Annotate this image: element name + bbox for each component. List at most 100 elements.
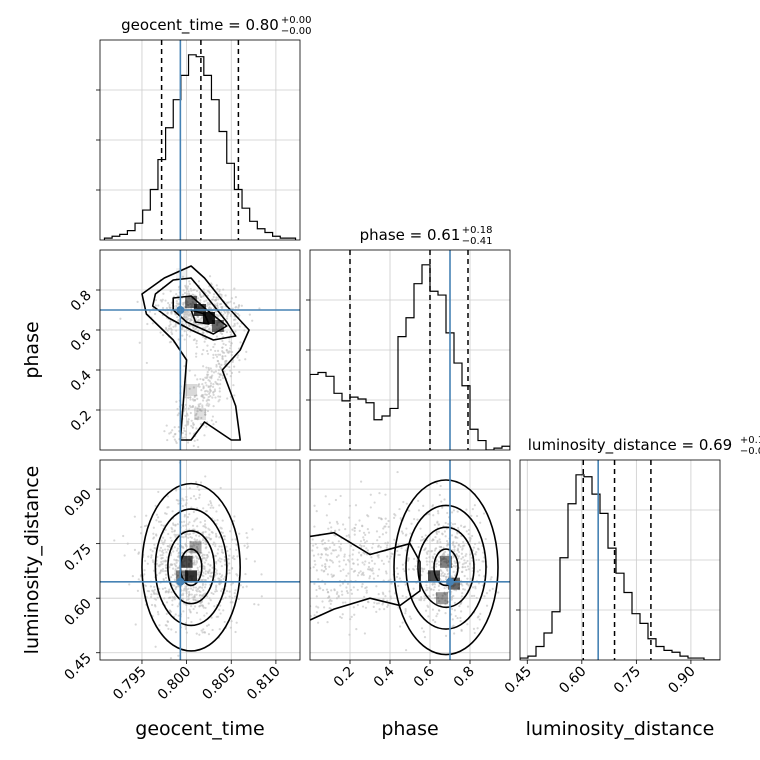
scatter-point	[386, 541, 389, 544]
scatter-point	[376, 539, 379, 542]
scatter-point	[181, 275, 185, 278]
scatter-point	[248, 313, 251, 316]
scatter-point	[195, 352, 198, 355]
scatter-point	[221, 355, 224, 358]
scatter-point	[188, 597, 191, 600]
scatter-point	[189, 330, 192, 333]
scatter-point	[260, 595, 263, 598]
scatter-point	[218, 545, 221, 548]
scatter-point	[205, 389, 208, 392]
scatter-point	[473, 542, 477, 546]
scatter-point	[157, 613, 160, 616]
scatter-point	[459, 616, 462, 619]
scatter-point	[238, 325, 241, 328]
scatter-point	[233, 324, 236, 327]
scatter-point	[400, 547, 403, 550]
scatter-point	[229, 374, 232, 378]
scatter-point	[422, 504, 425, 507]
scatter-point	[152, 526, 155, 529]
scatter-point	[345, 586, 348, 589]
scatter-point	[469, 553, 472, 556]
scatter-point	[175, 498, 178, 502]
scatter-point	[234, 306, 237, 309]
scatter-point	[438, 538, 441, 541]
scatter-point	[442, 546, 445, 549]
scatter-point	[436, 541, 439, 544]
scatter-point	[366, 549, 370, 552]
scatter-point	[335, 597, 339, 600]
scatter-point	[205, 612, 208, 615]
scatter-point	[199, 408, 202, 412]
panel-content	[100, 460, 300, 660]
scatter-point	[196, 378, 199, 381]
scatter-point	[478, 574, 481, 577]
scatter-point	[412, 587, 415, 590]
scatter-point	[204, 475, 207, 478]
scatter-point	[204, 530, 207, 534]
scatter-point	[421, 535, 424, 539]
scatter-point	[207, 527, 210, 530]
scatter-point	[166, 438, 169, 442]
scatter-point	[164, 586, 167, 590]
scatter-point	[461, 592, 464, 595]
scatter-point	[162, 292, 165, 295]
scatter-point	[404, 608, 407, 611]
scatter-point	[164, 560, 167, 563]
scatter-point	[224, 343, 227, 347]
scatter-point	[187, 616, 190, 620]
scatter-point	[128, 583, 131, 586]
scatter-point	[221, 377, 225, 380]
scatter-point	[478, 618, 481, 621]
scatter-point	[417, 545, 420, 549]
scatter-point	[201, 332, 204, 335]
scatter-point	[260, 573, 263, 576]
scatter-point	[192, 495, 196, 498]
scatter-point	[344, 601, 347, 604]
scatter-point	[377, 568, 381, 571]
scatter-point	[196, 525, 199, 528]
histogram-phase	[310, 264, 510, 450]
scatter-point	[405, 648, 408, 652]
scatter-point	[195, 589, 198, 592]
scatter-point	[245, 557, 248, 560]
scatter-point	[232, 384, 235, 387]
scatter-point	[324, 565, 327, 569]
scatter-point	[208, 403, 211, 406]
scatter-point	[367, 600, 370, 604]
scatter-point	[215, 534, 218, 537]
scatter-point	[441, 506, 444, 509]
contour-line	[393, 479, 499, 656]
scatter-point	[173, 578, 176, 581]
scatter-point	[384, 517, 387, 520]
scatter-point	[186, 313, 189, 316]
scatter-point	[233, 322, 236, 326]
scatter-point	[202, 365, 205, 368]
scatter-point	[342, 559, 346, 562]
scatter-point	[390, 552, 393, 555]
scatter-point	[165, 306, 168, 310]
scatter-point	[366, 568, 370, 571]
scatter-point	[212, 356, 215, 359]
scatter-point	[353, 533, 356, 536]
scatter-point	[473, 631, 476, 635]
scatter-point	[225, 317, 229, 320]
scatter-point	[435, 558, 438, 562]
contour-line	[190, 309, 210, 325]
diag-panel-phase: phase = 0.61 +0.18−0.41	[306, 225, 511, 451]
scatter-point	[189, 318, 193, 321]
scatter-point	[163, 541, 166, 544]
scatter-point	[220, 363, 223, 366]
scatter-point	[334, 549, 337, 552]
scatter-point	[170, 576, 173, 579]
scatter-point	[202, 567, 205, 570]
scatter-point	[147, 555, 150, 558]
scatter-point	[175, 302, 178, 305]
scatter-point	[341, 613, 344, 616]
scatter-point	[229, 313, 233, 316]
scatter-point	[175, 489, 178, 492]
scatter-point	[477, 615, 480, 618]
scatter-point	[168, 588, 171, 591]
scatter-point	[353, 613, 356, 616]
scatter-point	[313, 582, 316, 585]
scatter-point	[159, 331, 162, 334]
